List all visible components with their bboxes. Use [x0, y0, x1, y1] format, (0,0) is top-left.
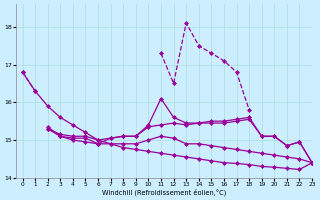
X-axis label: Windchill (Refroidissement éolien,°C): Windchill (Refroidissement éolien,°C) — [102, 188, 226, 196]
